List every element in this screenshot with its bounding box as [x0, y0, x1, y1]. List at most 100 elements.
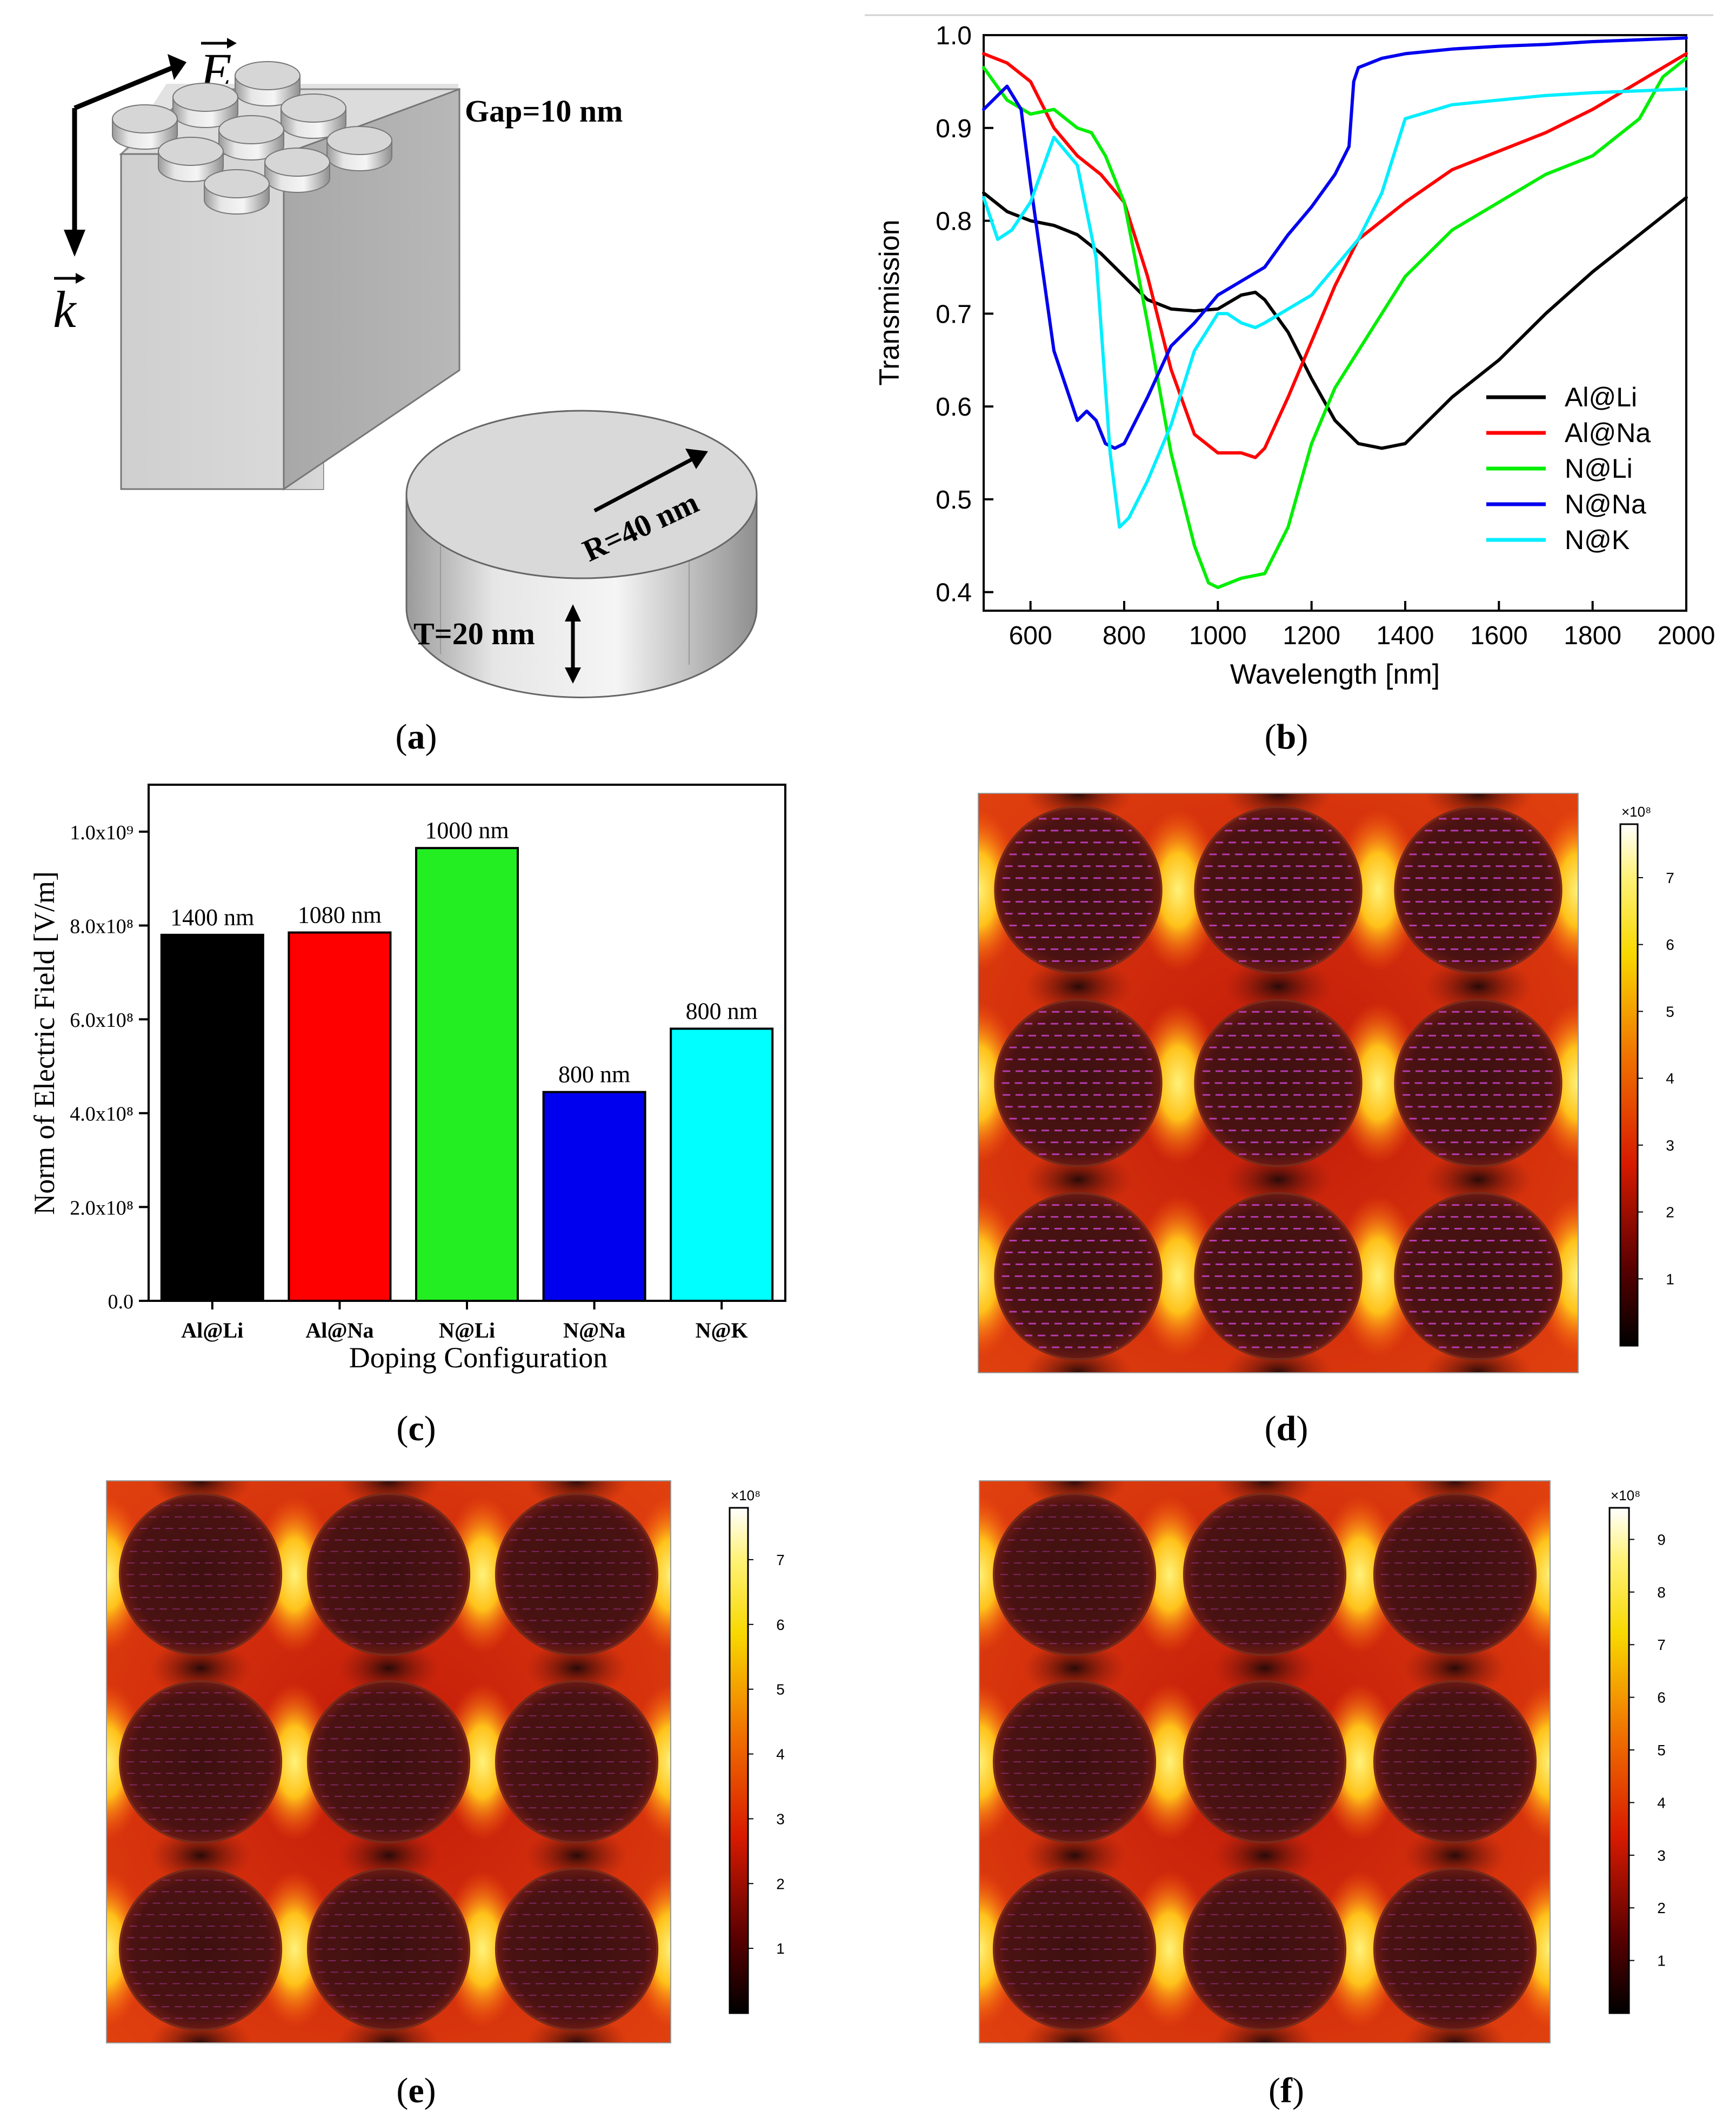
x-tick-label: 1600	[1470, 622, 1528, 650]
field-arrows	[314, 1879, 463, 2019]
field-hotspot	[1130, 1683, 1210, 1841]
legend-label: Al@Li	[1565, 382, 1637, 412]
thickness-label: T=20 nm	[413, 616, 535, 651]
field-arrows	[1000, 1879, 1149, 2019]
colorbar-tick-label: 2	[1666, 1204, 1674, 1221]
colorbar-tick-label: 7	[776, 1552, 785, 1568]
field-arrows	[1001, 818, 1155, 962]
field-hotspot	[1336, 1001, 1420, 1165]
nanodisc-cross-section	[306, 1867, 471, 2031]
field-map-d	[978, 793, 1579, 1373]
y-tick-label: 0.5	[936, 486, 972, 514]
nanodisc-cross-section	[118, 1867, 283, 2031]
field-hotspot	[1320, 1683, 1400, 1841]
bar-data-label: 800 nm	[558, 1061, 630, 1088]
nanodisc	[158, 137, 224, 182]
field-coldspot	[338, 1640, 439, 1696]
field-arrows	[1001, 1204, 1155, 1348]
nanodisc-cross-section	[495, 1493, 659, 1656]
y-axis-label: Transmission	[874, 219, 905, 385]
colorbar-tick-label: 4	[1657, 1794, 1666, 1811]
field-arrows	[314, 1505, 463, 1645]
colorbar-tick-label: 1	[776, 1940, 785, 1957]
bar-Al@Li	[160, 933, 264, 1302]
colorbar-tick-label: 6	[776, 1616, 785, 1633]
x-tick-label: 1800	[1564, 622, 1621, 650]
colorbar-tick-label: 1	[1657, 1953, 1666, 1969]
gap-label: Gap=10 nm	[465, 93, 623, 129]
field-hotspot	[443, 1870, 523, 2028]
field-hotspot	[1136, 1001, 1220, 1165]
bar-data-label: 1400 nm	[170, 904, 254, 931]
nanodisc-cross-section	[1183, 1867, 1347, 2031]
nanodisc-cross-section	[1373, 1867, 1537, 2031]
nanodisc-cross-section	[994, 806, 1163, 974]
x-tick-label: 2000	[1658, 622, 1715, 650]
colorbar-tick-label: 2	[1657, 1900, 1666, 1916]
field-arrows	[1190, 1505, 1339, 1645]
y-tick-label: 0.4	[936, 579, 972, 607]
colorbar-tick-label: 3	[1657, 1847, 1666, 1864]
field-coldspot	[338, 1827, 439, 1884]
series-line-N@Li	[982, 56, 1688, 590]
field-arrows	[1401, 1204, 1555, 1348]
colorbar-tick-label: 4	[776, 1746, 785, 1763]
x-tick-label: 1000	[1189, 622, 1247, 650]
y-tick-label: 0.9	[936, 115, 972, 143]
nanodisc-cross-section	[994, 999, 1163, 1167]
colorbar-tick-label: 3	[1666, 1137, 1674, 1154]
panel-a-schematic: E k Gap=10 nm R=40 nm	[53, 38, 758, 698]
field-coldspot	[1403, 1827, 1507, 1884]
colorbar-tick-label: 5	[1666, 1003, 1674, 1020]
legend-label: N@Na	[1565, 489, 1646, 519]
field-hotspot	[255, 1683, 335, 1841]
k-vector-label: k	[53, 280, 77, 338]
colorbar-e: ×10⁸ 1 2 3 4 5 6 7	[729, 1487, 785, 2014]
nanodisc-cross-section	[992, 1493, 1157, 1656]
colorbar-exponent: ×10⁸	[1611, 1487, 1640, 1503]
caption-a: (a)	[396, 717, 437, 757]
y-tick-label: 6.0x10⁸	[70, 1009, 133, 1032]
legend-label: N@K	[1565, 525, 1630, 555]
nanodisc-cross-section	[1373, 1493, 1537, 1656]
field-coldspot	[1224, 957, 1332, 1015]
field-coldspot	[1403, 1640, 1507, 1696]
y-tick-label: 0.7	[936, 300, 972, 329]
caption-c: (c)	[396, 1409, 436, 1448]
plot-frame	[983, 34, 1687, 612]
y-tick-label: 8.0x10⁸	[70, 915, 133, 938]
y-tick-label: 0.6	[936, 393, 972, 422]
bar-Al@Na	[288, 931, 392, 1302]
nanodisc-cross-section	[306, 1493, 471, 1656]
nanodisc-cross-section	[992, 1680, 1157, 1844]
y-axis-label: Norm of Electric Field [V/m]	[28, 871, 61, 1215]
y-tick-label: 2.0x10⁸	[70, 1197, 133, 1219]
nanodisc-cross-section	[1394, 806, 1563, 974]
field-arrows	[1190, 1879, 1339, 2019]
category-label: Al@Li	[181, 1318, 243, 1342]
field-arrows	[1201, 1011, 1355, 1155]
colorbar-tick-label: 1	[1666, 1271, 1674, 1287]
field-arrows	[502, 1692, 651, 1832]
nanodisc	[172, 83, 238, 128]
nanodisc-array	[112, 61, 392, 215]
series-line-Al@Li	[982, 191, 1688, 450]
field-hotspot	[255, 1495, 335, 1653]
nanodisc-cross-section	[118, 1493, 283, 1656]
nanodisc-cross-section	[1183, 1493, 1347, 1656]
colorbar-f: ×10⁸ 1 2 3 4 5 6 7 8 9	[1608, 1487, 1666, 2014]
field-arrows	[1401, 1011, 1555, 1155]
nanodisc-cross-section	[118, 1680, 283, 1844]
nanodisc-cross-section	[1183, 1680, 1347, 1844]
field-arrows	[1380, 1879, 1530, 2019]
field-coldspot	[1024, 1151, 1132, 1209]
colorbar-tick-label: 3	[776, 1810, 785, 1827]
nanodisc	[112, 104, 178, 150]
field-coldspot	[1224, 1151, 1332, 1209]
nanodisc-cross-section	[1394, 1192, 1563, 1360]
field-hotspot	[1336, 808, 1420, 971]
axes-arrows: E k	[53, 38, 237, 338]
y-tick-label: 1.0x10⁹	[70, 821, 133, 844]
bar-data-label: 1080 nm	[298, 901, 382, 928]
